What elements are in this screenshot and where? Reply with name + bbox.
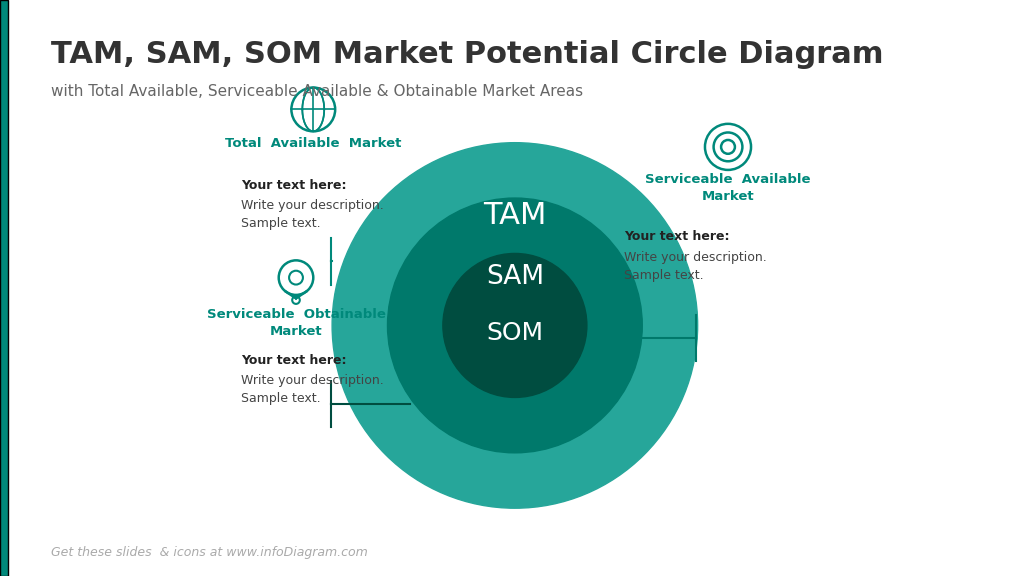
Text: Total  Available  Market: Total Available Market — [225, 137, 401, 150]
Text: Your text here:: Your text here: — [242, 179, 347, 192]
Text: with Total Available, Serviceable Available & Obtainable Market Areas: with Total Available, Serviceable Availa… — [51, 84, 584, 98]
Text: TAM, SAM, SOM Market Potential Circle Diagram: TAM, SAM, SOM Market Potential Circle Di… — [51, 40, 884, 69]
Text: Serviceable  Available
Market: Serviceable Available Market — [645, 173, 811, 203]
Text: Write your description.
Sample text.: Write your description. Sample text. — [625, 251, 767, 282]
Text: Your text here:: Your text here: — [625, 230, 730, 244]
Text: SOM: SOM — [486, 321, 544, 344]
Text: Get these slides  & icons at www.infoDiagram.com: Get these slides & icons at www.infoDiag… — [51, 545, 368, 559]
Text: Serviceable  Obtainable
Market: Serviceable Obtainable Market — [207, 308, 385, 338]
Circle shape — [332, 143, 697, 508]
Text: Write your description.
Sample text.: Write your description. Sample text. — [242, 199, 384, 230]
Circle shape — [387, 198, 642, 453]
Text: Your text here:: Your text here: — [242, 354, 347, 367]
Circle shape — [442, 253, 587, 397]
Text: Write your description.
Sample text.: Write your description. Sample text. — [242, 374, 384, 406]
Text: SAM: SAM — [485, 264, 544, 290]
Text: TAM: TAM — [483, 201, 547, 230]
